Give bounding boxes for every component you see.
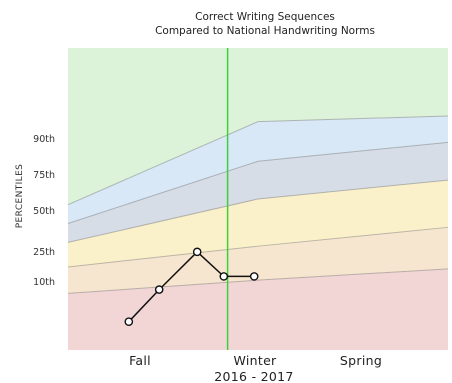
band-75th-90th (68, 115, 448, 224)
data-point-3[interactable] (192, 247, 202, 257)
x-tick-fall: Fall (129, 353, 151, 368)
band-25th-50th (68, 180, 448, 267)
data-point-1[interactable] (124, 317, 134, 326)
y-tick-50th: 50th (33, 206, 55, 217)
norm-lines (67, 115, 449, 294)
norm-line-50th (67, 179, 449, 243)
y-axis-label: PERCENTILES (15, 164, 25, 229)
norm-line-25th (67, 226, 449, 268)
x-axis-label: 2016 - 2017 (214, 369, 293, 383)
norm-line-90th (67, 115, 449, 206)
y-tick-10th: 10th (33, 277, 55, 288)
percentile-bands (68, 48, 448, 350)
y-tick-25th: 25th (33, 247, 55, 258)
y-tick-90th: 90th (33, 134, 55, 145)
chart-title: Correct Writing Sequences (195, 11, 335, 23)
norm-line-10th (67, 268, 449, 294)
student-series (124, 247, 259, 326)
x-tick-winter: Winter (233, 353, 277, 368)
band-10th-25th (68, 227, 448, 294)
band-50th-75th (68, 142, 448, 243)
data-point-5[interactable] (249, 272, 259, 281)
x-tick-spring: Spring (340, 353, 382, 368)
data-point-2[interactable] (154, 285, 164, 294)
data-point-4[interactable] (219, 272, 229, 281)
band-above-90th (68, 48, 448, 205)
chart-subtitle: Compared to National Handwriting Norms (155, 25, 375, 37)
y-tick-75th: 75th (33, 170, 55, 181)
norm-line-75th (67, 141, 449, 225)
